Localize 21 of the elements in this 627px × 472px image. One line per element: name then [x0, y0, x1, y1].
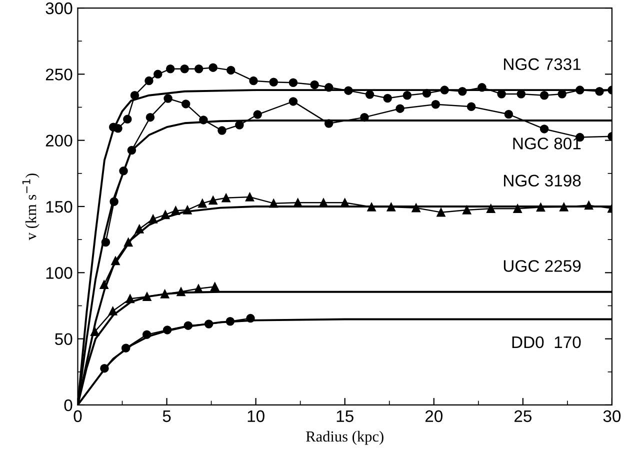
y-tick-label: 0 — [64, 399, 72, 412]
x-tick-label: 20 — [425, 410, 442, 422]
x-tick-label: 10 — [248, 410, 264, 422]
y-axis-title: v (km s$^{−1}$) — [22, 174, 40, 240]
x-tick-label: 15 — [336, 410, 354, 422]
y-tick-label: 150 — [46, 200, 72, 213]
legend-label: NGC 3198 — [504, 174, 581, 187]
x-tick-label: 0 — [74, 410, 82, 422]
y-tick-label: 300 — [46, 2, 72, 14]
y-tick-label: 50 — [55, 333, 72, 346]
x-tick-label: 5 — [162, 410, 171, 422]
x-tick-label: 25 — [514, 410, 532, 422]
y-tick-label: 200 — [46, 134, 72, 147]
legend-label: DD0 170 — [512, 336, 581, 348]
y-tick-label: 100 — [46, 267, 72, 279]
legend-label: UGC 2259 — [504, 260, 581, 272]
legend-label: NGC 801 — [513, 138, 581, 150]
y-tick-label: 250 — [46, 68, 72, 80]
x-tick-label: 30 — [603, 410, 621, 422]
legend-label: NGC 7331 — [504, 58, 581, 70]
x-axis-title: Radius (kpc) — [306, 430, 384, 445]
